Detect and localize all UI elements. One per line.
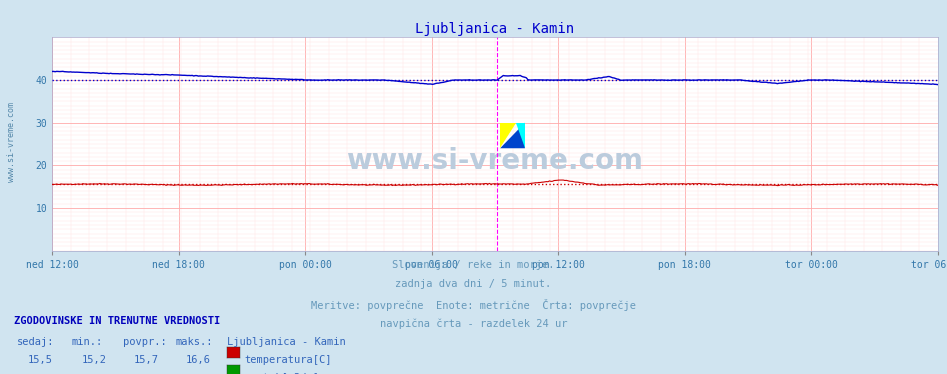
- Polygon shape: [516, 123, 525, 148]
- Text: min.:: min.:: [71, 337, 102, 347]
- Text: Meritve: povprečne  Enote: metrične  Črta: povprečje: Meritve: povprečne Enote: metrične Črta:…: [311, 299, 636, 311]
- Text: Ljubljanica - Kamin: Ljubljanica - Kamin: [227, 337, 346, 347]
- Text: ZGODOVINSKE IN TRENUTNE VREDNOSTI: ZGODOVINSKE IN TRENUTNE VREDNOSTI: [14, 316, 221, 326]
- Text: -nan: -nan: [28, 373, 53, 374]
- Text: maks.:: maks.:: [175, 337, 213, 347]
- Text: www.si-vreme.com: www.si-vreme.com: [347, 147, 643, 175]
- Text: -nan: -nan: [82, 373, 107, 374]
- Text: 15,5: 15,5: [28, 355, 53, 365]
- Text: temperatura[C]: temperatura[C]: [244, 355, 331, 365]
- Text: 15,2: 15,2: [82, 355, 107, 365]
- Text: sedaj:: sedaj:: [17, 337, 55, 347]
- Text: pretok[m3/s]: pretok[m3/s]: [244, 373, 319, 374]
- Text: 15,7: 15,7: [134, 355, 159, 365]
- Text: -nan: -nan: [134, 373, 159, 374]
- Polygon shape: [500, 123, 516, 148]
- Text: navpična črta - razdelek 24 ur: navpična črta - razdelek 24 ur: [380, 318, 567, 329]
- Text: 16,6: 16,6: [187, 355, 211, 365]
- Text: Slovenija / reke in morje.: Slovenija / reke in morje.: [392, 260, 555, 270]
- Text: -nan: -nan: [187, 373, 211, 374]
- Text: www.si-vreme.com: www.si-vreme.com: [7, 102, 16, 182]
- Text: zadnja dva dni / 5 minut.: zadnja dva dni / 5 minut.: [396, 279, 551, 289]
- Polygon shape: [500, 123, 525, 148]
- Title: Ljubljanica - Kamin: Ljubljanica - Kamin: [415, 22, 575, 36]
- Text: povpr.:: povpr.:: [123, 337, 167, 347]
